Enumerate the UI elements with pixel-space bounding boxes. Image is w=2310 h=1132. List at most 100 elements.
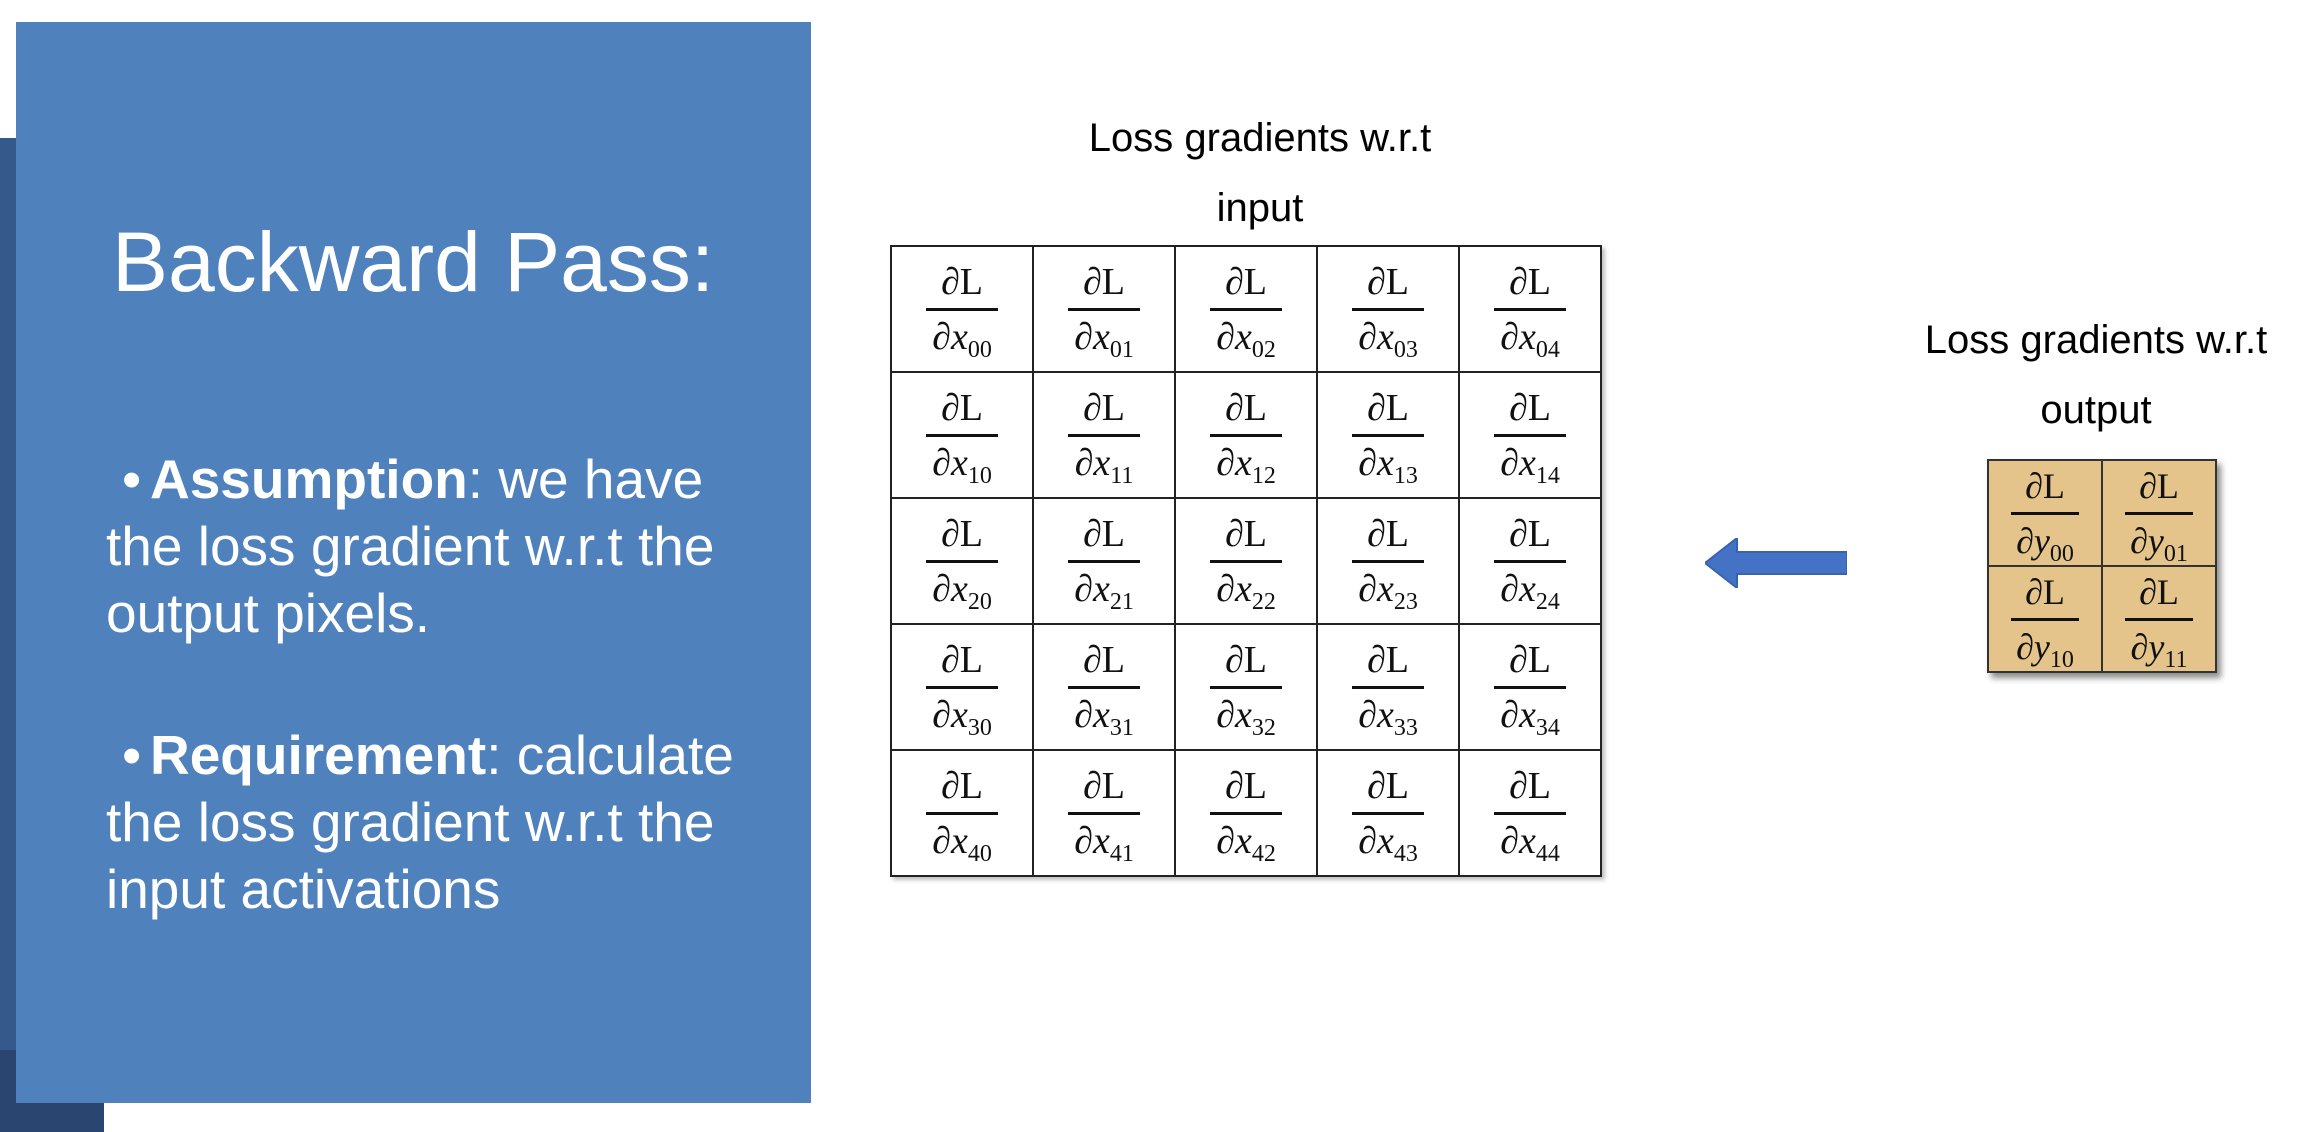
partial-symbol: ∂ — [1074, 315, 1093, 358]
partial-symbol: ∂ — [1358, 567, 1377, 610]
gradient-fraction: ∂L ∂x42 — [1210, 764, 1282, 866]
fraction-variable: x — [1092, 693, 1110, 736]
partial-symbol: ∂ — [1216, 315, 1235, 358]
fraction-subscript: 31 — [1109, 714, 1134, 741]
partial-symbol: ∂ — [2016, 520, 2034, 561]
gradient-cell: ∂L ∂y01 — [2101, 459, 2217, 567]
fraction-numerator: ∂L — [2139, 571, 2179, 612]
bullet-bold-term: Assumption — [150, 448, 468, 510]
gradient-cell: ∂L ∂x41 — [1032, 749, 1176, 877]
bullet-assumption: • Assumption: we have the loss gradient w… — [106, 446, 766, 647]
fraction-denominator: ∂x24 — [1500, 563, 1560, 614]
gradient-cell: ∂L ∂x01 — [1032, 245, 1176, 373]
fraction-subscript: 42 — [1251, 840, 1276, 867]
gradient-cell: ∂L ∂x14 — [1458, 371, 1602, 499]
gradient-cell: ∂L ∂x02 — [1174, 245, 1318, 373]
fraction-denominator: ∂x01 — [1074, 311, 1134, 362]
title-panel: Backward Pass: • Assumption: we have the … — [16, 22, 811, 1103]
fraction-numerator: ∂L — [1083, 638, 1125, 681]
fraction-variable: x — [1518, 567, 1536, 610]
gradient-fraction: ∂L ∂x32 — [1210, 638, 1282, 740]
gradient-cell: ∂L ∂x31 — [1032, 623, 1176, 751]
fraction-numerator: ∂L — [941, 512, 983, 555]
fraction-variable: x — [1092, 567, 1110, 610]
fraction-denominator: ∂x41 — [1074, 815, 1134, 866]
gradient-fraction: ∂L ∂x34 — [1494, 638, 1566, 740]
partial-symbol: ∂ — [1216, 567, 1235, 610]
partial-symbol: ∂ — [1074, 441, 1094, 484]
fraction-numerator: ∂L — [1225, 764, 1267, 807]
fraction-variable: x — [1093, 441, 1111, 484]
partial-symbol: ∂ — [1500, 693, 1519, 736]
fraction-variable: x — [950, 819, 968, 862]
partial-symbol: ∂ — [932, 819, 951, 862]
gradient-cell: ∂L ∂x43 — [1316, 749, 1460, 877]
fraction-bar — [1494, 433, 1566, 437]
gradient-cell: ∂L ∂x04 — [1458, 245, 1602, 373]
fraction-denominator: ∂x12 — [1216, 437, 1276, 488]
fraction-subscript: 43 — [1393, 840, 1418, 867]
partial-symbol: ∂ — [2130, 520, 2148, 561]
partial-symbol: ∂ — [1216, 441, 1235, 484]
fraction-subscript: 11 — [2164, 646, 2188, 673]
gradient-fraction: ∂L ∂x40 — [926, 764, 998, 866]
gradient-fraction: ∂L ∂x02 — [1210, 260, 1282, 362]
fraction-numerator: ∂L — [1509, 512, 1551, 555]
partial-symbol: ∂ — [1074, 693, 1093, 736]
fraction-bar — [1352, 811, 1424, 815]
partial-symbol: ∂ — [2130, 626, 2149, 667]
fraction-numerator: ∂L — [1225, 260, 1267, 303]
fraction-denominator: ∂x11 — [1074, 437, 1134, 488]
fraction-bar — [2125, 511, 2193, 515]
fraction-bar — [1352, 685, 1424, 689]
fraction-bar — [1494, 811, 1566, 815]
partial-symbol: ∂ — [1500, 819, 1519, 862]
fraction-denominator: ∂x04 — [1500, 311, 1560, 362]
fraction-bar — [1068, 433, 1140, 437]
fraction-variable: x — [950, 315, 968, 358]
fraction-subscript: 22 — [1251, 588, 1276, 615]
output-caption-line1: Loss gradients w.r.t — [1924, 318, 2268, 362]
gradient-fraction: ∂L ∂x43 — [1352, 764, 1424, 866]
output-caption-line2: output — [2040, 388, 2152, 432]
fraction-bar — [2011, 511, 2079, 515]
partial-symbol: ∂ — [1500, 315, 1519, 358]
grid-row: ∂L ∂x00 ∂L ∂x01 ∂L ∂x02 ∂L ∂x03 ∂L ∂x04 — [890, 245, 1602, 373]
gradient-cell: ∂L ∂x00 — [890, 245, 1034, 373]
fraction-denominator: ∂x33 — [1358, 689, 1418, 740]
gradient-cell: ∂L ∂y11 — [2101, 565, 2217, 673]
fraction-subscript: 12 — [1251, 462, 1276, 489]
fraction-subscript: 21 — [1109, 588, 1134, 615]
partial-symbol: ∂ — [1500, 441, 1519, 484]
fraction-bar — [1494, 307, 1566, 311]
fraction-numerator: ∂L — [1083, 386, 1125, 429]
partial-symbol: ∂ — [1216, 819, 1235, 862]
gradient-fraction: ∂L ∂x24 — [1494, 512, 1566, 614]
fraction-subscript: 14 — [1535, 462, 1560, 489]
fraction-bar — [1494, 685, 1566, 689]
fraction-bar — [1210, 685, 1282, 689]
partial-symbol: ∂ — [932, 315, 951, 358]
gradient-cell: ∂L ∂x12 — [1174, 371, 1318, 499]
fraction-subscript: 11 — [1110, 462, 1134, 489]
fraction-numerator: ∂L — [1083, 764, 1125, 807]
fraction-denominator: ∂x03 — [1358, 311, 1418, 362]
bullet-dot: • — [122, 448, 142, 510]
fraction-variable: x — [1234, 567, 1252, 610]
input-caption-line1: Loss gradients w.r.t — [1088, 116, 1432, 160]
gradient-fraction: ∂L ∂x31 — [1068, 638, 1140, 740]
output-gradients-caption: Loss gradients w.r.t output — [1896, 305, 2296, 445]
output-gradient-grid: ∂L ∂y00 ∂L ∂y01 ∂L ∂y10 ∂L ∂y11 — [1987, 459, 2217, 673]
gradient-cell: ∂L ∂y10 — [1987, 565, 2103, 673]
partial-symbol: ∂ — [1074, 567, 1093, 610]
gradient-fraction: ∂L ∂x13 — [1352, 386, 1424, 488]
partial-symbol: ∂ — [1500, 567, 1519, 610]
fraction-numerator: ∂L — [2139, 465, 2179, 506]
partial-symbol: ∂ — [1074, 819, 1093, 862]
input-gradients-caption: Loss gradients w.r.t input — [1060, 103, 1460, 243]
fraction-bar — [926, 433, 998, 437]
fraction-subscript: 13 — [1393, 462, 1418, 489]
fraction-numerator: ∂L — [2025, 465, 2065, 506]
fraction-variable: y — [2147, 520, 2164, 561]
fraction-numerator: ∂L — [941, 260, 983, 303]
